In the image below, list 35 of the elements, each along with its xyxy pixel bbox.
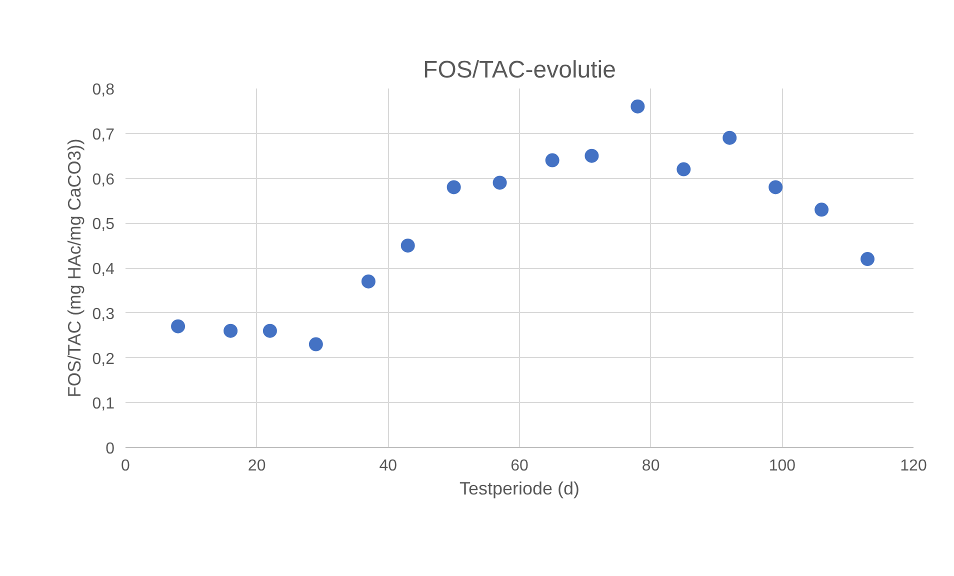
x-tick-label: 20 [248, 458, 266, 474]
point [361, 274, 376, 288]
y-tick-label: 0,2 [92, 350, 115, 368]
point [545, 153, 560, 168]
y-tick-label: 0,7 [92, 126, 115, 144]
x-tick-label: 40 [379, 458, 398, 474]
point [262, 324, 277, 338]
point [860, 252, 875, 266]
y-tick-label: 0,6 [92, 171, 115, 188]
point [224, 324, 238, 338]
point [308, 337, 323, 352]
x-tick-label: 60 [510, 458, 528, 474]
point [814, 202, 829, 217]
point [400, 238, 415, 253]
point [492, 176, 507, 190]
y-tick-label: 0,5 [92, 216, 115, 234]
point [768, 180, 783, 194]
x-tick-label: 0 [121, 458, 130, 474]
y-tick-label: 0 [106, 440, 115, 458]
y-tick-label: 0,3 [92, 306, 115, 323]
point [676, 162, 691, 176]
x-tick-label: 100 [768, 458, 796, 474]
point [446, 180, 461, 194]
x-axis-title: Testperiode (d) [459, 478, 580, 498]
y-tick-label: 0,1 [92, 396, 115, 413]
point [171, 319, 186, 334]
chart-title: FOS/TAC-evolutie [423, 56, 616, 84]
y-axis-title: FOS/TAC (mg HAc/mg CaCO3)) [64, 138, 84, 398]
x-tick-label: 80 [642, 458, 660, 474]
point [584, 148, 599, 163]
y-tick-label: 0,8 [92, 82, 115, 98]
x-tick-label: 120 [900, 458, 927, 474]
point [722, 130, 737, 145]
y-tick-label: 0,4 [92, 261, 115, 278]
point [630, 99, 645, 114]
